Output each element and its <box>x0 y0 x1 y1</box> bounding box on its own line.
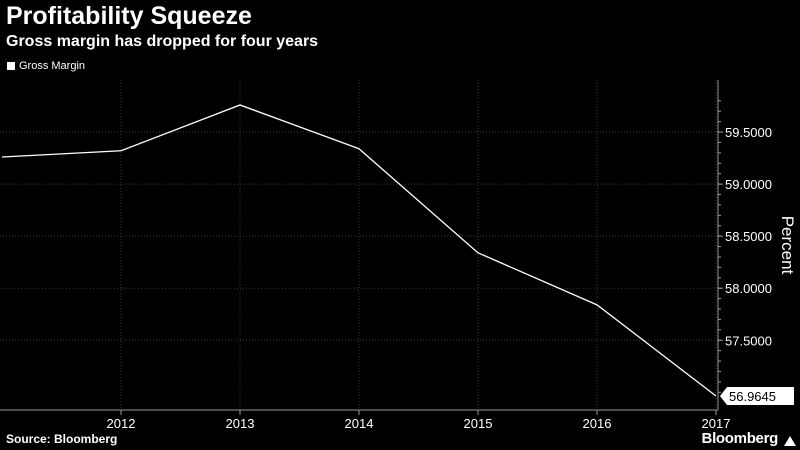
legend-swatch <box>7 62 15 70</box>
x-tick-label: 2013 <box>226 416 255 431</box>
series-line-gross-margin <box>1 104 717 397</box>
legend: Gross Margin <box>7 60 85 72</box>
x-tick-label: 2017 <box>702 416 731 431</box>
y-tick-label: 57.5000 <box>725 333 772 348</box>
y-tick-label: 59.0000 <box>725 177 772 192</box>
legend-label: Gross Margin <box>19 60 86 72</box>
x-tick-label: 2016 <box>583 416 612 431</box>
brand-logo-text: Bloomberg <box>701 430 779 447</box>
y-tick-label: 58.5000 <box>725 229 772 244</box>
x-tick-label: 2012 <box>107 416 136 431</box>
last-value-callout <box>720 386 794 405</box>
chart-subtitle: Gross margin has dropped for four years <box>6 33 319 50</box>
y-tick-label: 58.0000 <box>725 281 772 296</box>
x-tick-label: 2015 <box>464 416 493 431</box>
last-value-label: 56.9645 <box>729 389 776 404</box>
y-axis-label: Percent <box>778 216 797 275</box>
chart-title: Profitability Squeeze <box>6 2 252 30</box>
x-tick-label: 2014 <box>345 416 374 431</box>
source-note: Source: Bloomberg <box>6 432 118 446</box>
y-tick-label: 59.5000 <box>725 125 772 140</box>
brand-mark-icon <box>784 436 796 446</box>
